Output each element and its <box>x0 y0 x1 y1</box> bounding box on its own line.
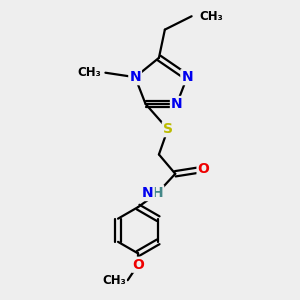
Text: H: H <box>152 186 163 200</box>
Text: CH₃: CH₃ <box>103 274 126 287</box>
Text: N: N <box>171 97 183 111</box>
Text: CH₃: CH₃ <box>77 66 101 79</box>
Text: O: O <box>132 258 144 272</box>
Text: CH₃: CH₃ <box>199 10 223 23</box>
Text: O: O <box>198 162 209 176</box>
Text: N: N <box>181 70 193 84</box>
Text: N: N <box>142 186 154 200</box>
Text: S: S <box>163 122 173 136</box>
Text: N: N <box>129 70 141 84</box>
